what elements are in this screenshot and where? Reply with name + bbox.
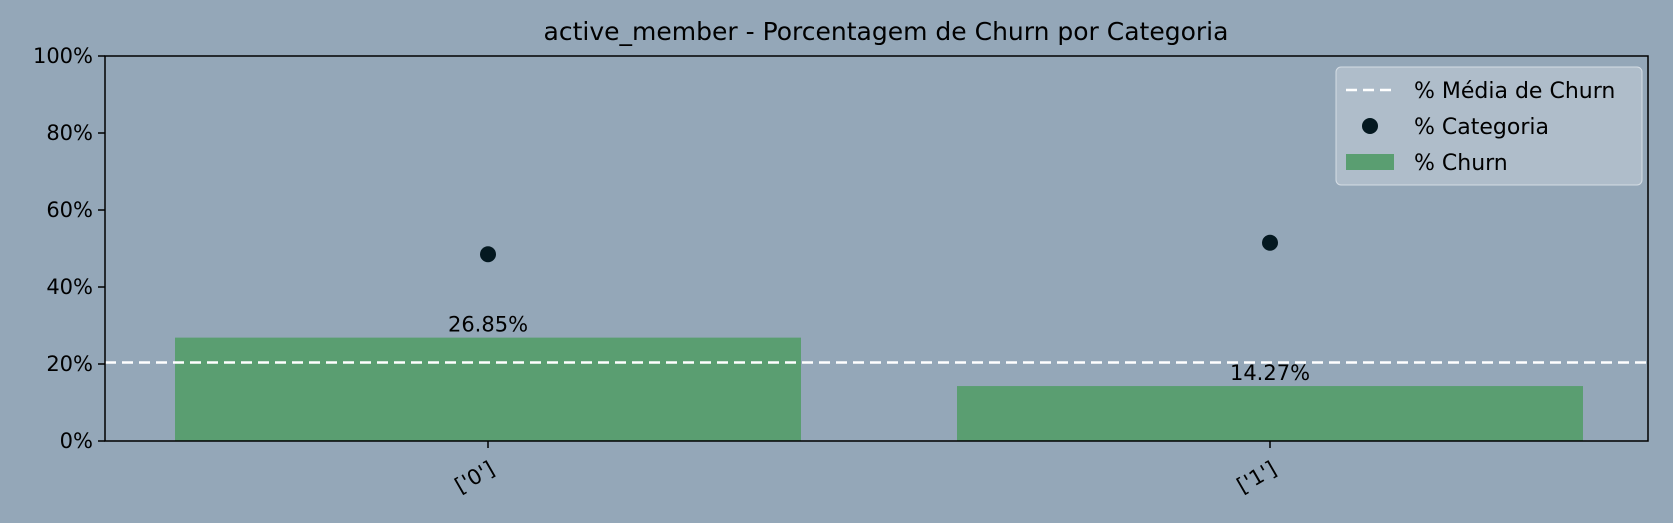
legend-box <box>1335 66 1643 186</box>
bar-label-0: 26.85% <box>448 313 528 337</box>
axes-frame <box>104 55 1649 442</box>
bar-0 <box>175 337 801 441</box>
y-tick-label-4: 80% <box>46 121 93 145</box>
y-tick-label-5: 100% <box>33 44 93 68</box>
chart-title: active_member - Porcentagem de Churn por… <box>544 17 1229 46</box>
y-tick-label-0: 0% <box>60 429 93 453</box>
legend-label-0: % Média de Churn <box>1414 79 1615 104</box>
category-point-1 <box>1262 234 1278 251</box>
bar-1 <box>957 386 1583 441</box>
bar-label-1: 14.27% <box>1230 361 1310 385</box>
category-point-0 <box>480 246 496 263</box>
legend-marker-category <box>1362 118 1378 134</box>
legend-label-1: % Categoria <box>1414 115 1549 140</box>
legend-marker-churn <box>1346 154 1394 170</box>
legend: % Média de Churn % Categoria % Churn <box>1335 66 1643 186</box>
legend-label-2: % Churn <box>1414 151 1508 176</box>
plot-area: 26.85%14.27%0%20%40%60%80%100%['0'] ['1'] <box>33 44 1649 498</box>
y-tick-label-3: 60% <box>46 198 93 222</box>
y-tick-label-1: 20% <box>46 352 93 376</box>
y-tick-label-2: 40% <box>46 275 93 299</box>
